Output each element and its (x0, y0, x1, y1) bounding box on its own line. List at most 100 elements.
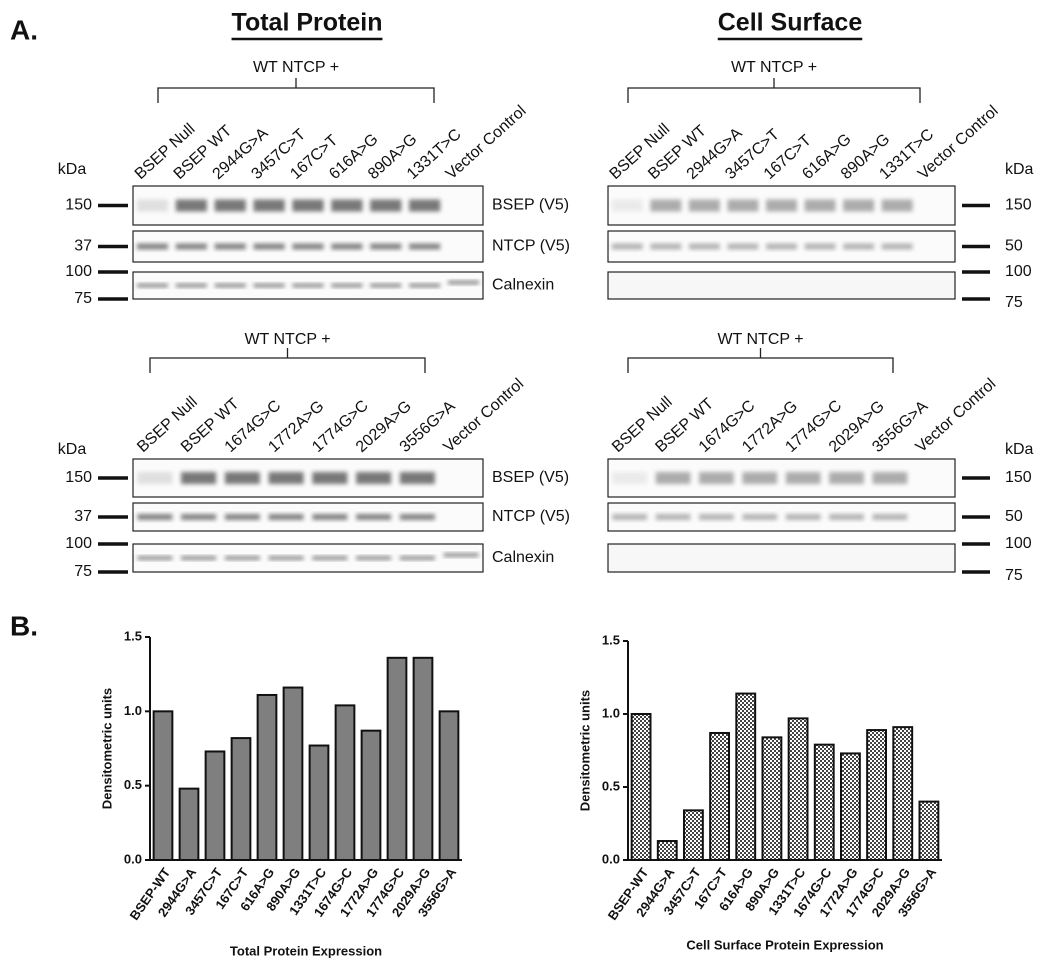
band (400, 514, 435, 520)
marker-label: 37 (74, 508, 92, 525)
band (312, 556, 347, 560)
band (612, 200, 643, 212)
row-label: Calnexin (492, 549, 554, 566)
band (370, 284, 401, 288)
band (225, 514, 260, 520)
band (656, 472, 691, 484)
bar (440, 711, 459, 860)
bracket-label: WT NTCP + (244, 331, 330, 348)
kda-label: kDa (58, 441, 87, 458)
band (448, 281, 479, 285)
band (742, 514, 777, 520)
band (292, 200, 323, 212)
band (843, 200, 874, 212)
bracket (628, 348, 893, 373)
band (137, 514, 172, 520)
band (312, 472, 347, 484)
band (409, 244, 440, 250)
band (292, 284, 323, 288)
band (409, 284, 440, 288)
band (225, 556, 260, 560)
bar (388, 658, 407, 860)
bracket (628, 78, 920, 103)
band (400, 556, 435, 560)
band (689, 244, 720, 250)
band (181, 472, 216, 484)
marker-label: 37 (74, 238, 92, 255)
band (137, 244, 168, 250)
y-tick-label: 0.0 (602, 851, 620, 866)
lane-label: Vector Control (913, 375, 1000, 455)
band (176, 200, 207, 212)
panel-label: B. (10, 610, 38, 641)
band (254, 200, 285, 212)
marker-label: 75 (74, 563, 92, 580)
bar (815, 745, 834, 860)
band (699, 472, 734, 484)
band (331, 284, 362, 288)
y-tick-label: 1.0 (124, 703, 142, 718)
marker-label: 100 (1005, 263, 1032, 280)
band (312, 514, 347, 520)
band (612, 244, 643, 250)
y-axis-label: Densitometric units (99, 688, 114, 809)
y-tick-label: 0.5 (602, 778, 620, 793)
bar (658, 841, 677, 860)
band (254, 284, 285, 288)
band (786, 514, 821, 520)
lane-label: Vector Control (440, 375, 527, 455)
bracket-label: WT NTCP + (253, 59, 339, 76)
panel-title: Total Protein (232, 9, 383, 37)
blot-strip (608, 544, 955, 572)
kda-label: kDa (1005, 441, 1034, 458)
bar (310, 746, 329, 860)
band (269, 556, 304, 560)
band (409, 200, 440, 212)
bracket-label: WT NTCP + (731, 59, 817, 76)
bracket (158, 78, 434, 103)
band (225, 472, 260, 484)
band (269, 514, 304, 520)
band (331, 200, 362, 212)
row-label: NTCP (V5) (492, 238, 570, 255)
band (612, 514, 647, 520)
bar (867, 730, 886, 860)
panel-label: A. (10, 14, 38, 45)
y-tick-label: 1.5 (124, 628, 142, 643)
marker-label: 50 (1005, 238, 1023, 255)
bar (232, 738, 251, 860)
band (882, 200, 913, 212)
band (656, 514, 691, 520)
band (650, 200, 681, 212)
band (786, 472, 821, 484)
marker-label: 150 (65, 469, 92, 486)
bar (284, 688, 303, 860)
bar (893, 727, 912, 860)
marker-label: 150 (1005, 469, 1032, 486)
band (873, 472, 908, 484)
marker-label: 150 (1005, 197, 1032, 214)
marker-label: 100 (65, 263, 92, 280)
band (215, 200, 246, 212)
band (829, 514, 864, 520)
bar (362, 731, 381, 860)
band (882, 244, 913, 250)
band (766, 244, 797, 250)
bar (762, 737, 781, 860)
bar (258, 695, 277, 860)
band (612, 472, 647, 484)
bar (684, 810, 703, 860)
band (356, 556, 391, 560)
bar (336, 705, 355, 860)
band (137, 472, 172, 484)
band (356, 472, 391, 484)
panel-title: Cell Surface (718, 9, 863, 37)
row-label: Calnexin (492, 277, 554, 294)
band (370, 200, 401, 212)
bar (919, 802, 938, 860)
y-tick-label: 0.0 (124, 851, 142, 866)
x-axis-label: Total Protein Expression (230, 943, 382, 958)
bracket (150, 348, 425, 373)
band (400, 472, 435, 484)
band (215, 244, 246, 250)
